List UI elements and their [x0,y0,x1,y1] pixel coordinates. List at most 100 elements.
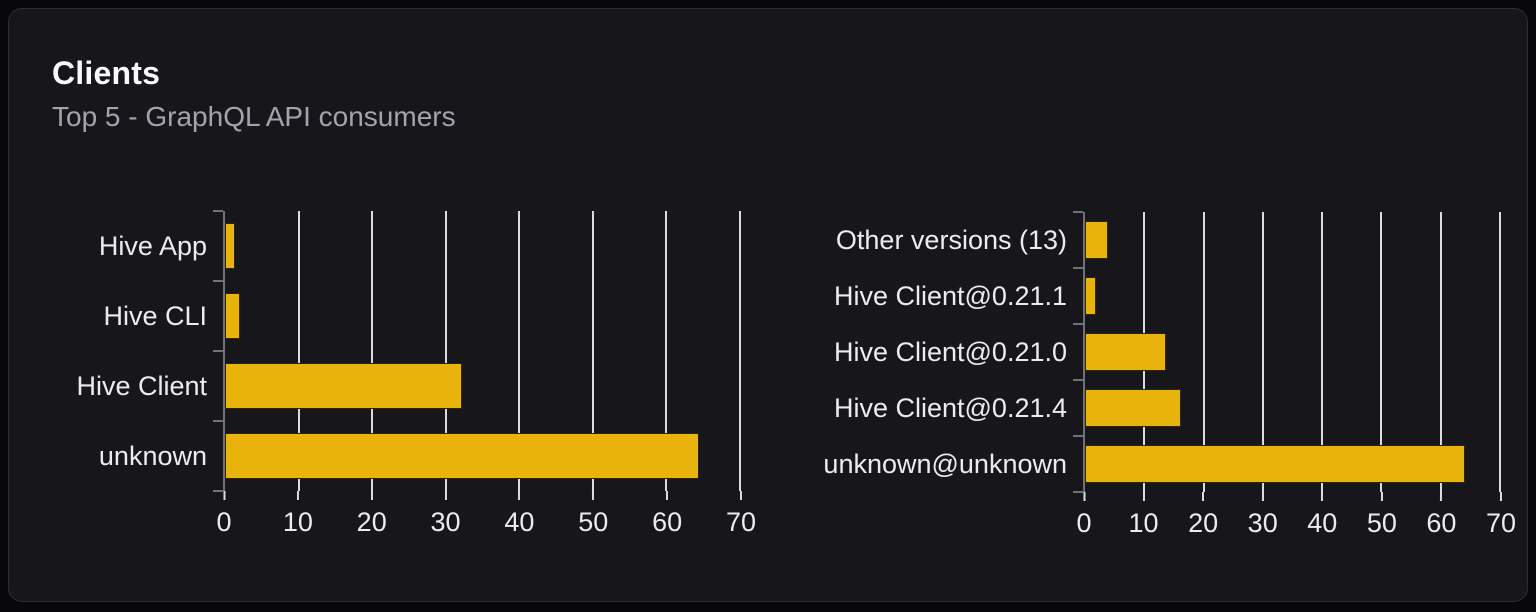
bar-row [225,281,740,351]
gridline [1380,212,1383,492]
x-tick-line [518,491,521,500]
x-tick-70: 70 [1486,492,1516,539]
x-tick-line [370,491,373,500]
category-label-hive-client: Hive Client [76,370,207,401]
x-tick-label: 20 [356,507,387,537]
gridline [518,211,521,491]
x-tick-label: 40 [1307,508,1338,538]
x-tick-label: 10 [282,507,313,537]
bar-row [1085,212,1500,268]
x-tick-label: 60 [652,507,683,537]
y-axis-tick [213,350,223,352]
x-tick-label: 30 [1247,508,1278,538]
category-label-hive-app: Hive App [98,230,207,261]
x-tick-line [1380,492,1383,501]
y-axis-tick [1073,323,1083,325]
bar-row [1085,324,1500,380]
bar-hive-client-0-21-4[interactable] [1085,389,1182,427]
x-tick-label: 30 [430,507,461,537]
x-tick-40: 40 [504,491,534,538]
y-axis-tick [213,280,223,282]
x-tick-line [1202,492,1205,501]
x-tick-20: 20 [357,491,387,538]
y-axis-tick [213,490,223,492]
card-title: Clients [52,55,161,91]
bar-hive-client-0-21-0[interactable] [1085,333,1167,371]
x-tick-label: 70 [1485,508,1517,538]
x-tick-10: 10 [1129,492,1159,539]
gridline [1499,212,1501,492]
x-tick-0: 0 [216,491,232,538]
x-tick-30: 30 [431,491,461,538]
x-tick-label: 40 [504,507,535,537]
x-tick-line [1499,492,1502,501]
y-axis-tick [1073,491,1083,493]
gridline [1439,212,1442,492]
plot-area [1073,211,1501,493]
category-label-hive-client-0-21-4: Hive Client@0.21.4 [833,392,1067,423]
bar-unknown-unknown[interactable] [1085,445,1466,483]
gridline [371,211,374,491]
category-label-other-versions-13: Other versions (13) [835,224,1067,255]
y-axis-tick [1073,435,1083,437]
y-axis-tick [1073,267,1083,269]
x-tick-30: 30 [1248,492,1278,539]
x-tick-label: 10 [1128,508,1159,538]
x-tick-line [1083,492,1085,501]
category-label-hive-client-0-21-1: Hive Client@0.21.1 [833,280,1067,311]
card-subtitle: Top 5 - GraphQL API consumers [52,101,456,132]
x-tick-50: 50 [578,491,608,538]
gridline [1321,212,1324,492]
x-tick-label: 0 [216,507,232,537]
bar-row [1085,436,1500,492]
category-label-unknown: unknown [98,440,207,471]
x-tick-line [1440,492,1443,501]
y-axis-tick [1073,211,1083,213]
x-tick-label: 50 [1366,508,1397,538]
x-tick-20: 20 [1188,492,1218,539]
x-tick-line [666,491,669,500]
clients-by-name-chart: Hive App Hive CLI Hive Client unknown 0 10 20 3… [44,210,756,556]
x-tick-label: 0 [1076,508,1092,538]
x-tick-line [739,491,742,500]
bar-unknown[interactable] [225,433,699,479]
category-label-unknown-unknown: unknown@unknown [823,448,1067,479]
x-tick-label: 70 [725,507,757,537]
x-tick-10: 10 [283,491,313,538]
x-tick-60: 60 [652,491,682,538]
gridline [739,211,741,491]
x-tick-line [1261,492,1264,501]
gridline [297,211,300,491]
bar-hive-client-0-21-1[interactable] [1085,277,1096,315]
x-tick-0: 0 [1076,492,1092,539]
gridline [665,211,668,491]
x-tick-line [296,491,299,500]
y-axis-tick [213,210,223,212]
x-tick-50: 50 [1367,492,1397,539]
bar-other-versions-13[interactable] [1085,221,1108,259]
clients-card: Clients Top 5 - GraphQL API consumers Hi… [8,8,1528,602]
bar-row [225,351,740,421]
gridline [1261,212,1264,492]
bar-row [1085,380,1500,436]
x-tick-line [223,491,225,500]
bar-hive-app[interactable] [225,223,236,269]
gridline [444,211,447,491]
gridline [591,211,594,491]
bar-hive-cli[interactable] [225,293,240,339]
bar-hive-client[interactable] [225,363,462,409]
bar-row [1085,268,1500,324]
x-tick-70: 70 [726,491,756,538]
bar-row [225,211,740,281]
x-tick-line [444,491,447,500]
y-axis-tick [213,420,223,422]
y-axis-tick [1073,379,1083,381]
clients-by-version-chart: Other versions (13) Hive Client@0.21.1 Hiv… [823,211,1516,557]
x-tick-label: 20 [1188,508,1219,538]
bar-row [225,421,740,491]
category-label-hive-cli: Hive CLI [103,300,207,331]
category-label-hive-client-0-21-0: Hive Client@0.21.0 [833,336,1067,367]
plot-area [213,210,741,492]
gridline [1202,212,1205,492]
